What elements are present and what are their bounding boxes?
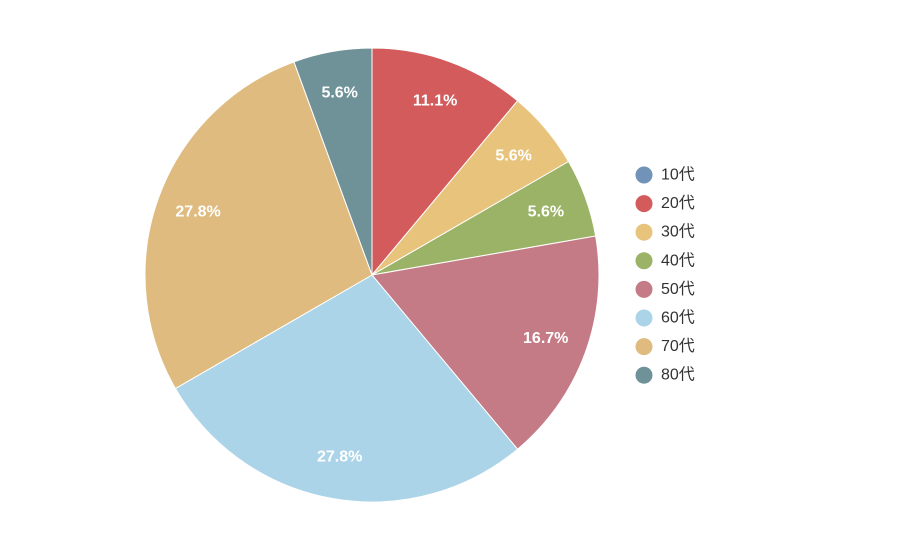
slice-label-60: 27.8% xyxy=(317,449,362,466)
legend-label-10: 10代 xyxy=(661,166,695,184)
legend-label-70: 70代 xyxy=(661,337,695,355)
legend-label-80: 80代 xyxy=(661,366,695,384)
legend: 10代 20代 30代 40代 50代 60代 70代 80代 xyxy=(635,166,695,384)
slice-labels: 11.1% 5.6% 5.6% 16.7% 27.8% 27.8% 5.6% xyxy=(175,84,568,465)
legend-item-70[interactable]: 70代 xyxy=(635,337,695,356)
legend-item-60[interactable]: 60代 xyxy=(635,309,695,327)
pie-slice-60[interactable] xyxy=(174,274,519,503)
slice-label-50: 16.7% xyxy=(523,330,568,347)
legend-label-50: 50代 xyxy=(661,280,695,298)
slice-label-70: 27.8% xyxy=(175,203,220,220)
pie-slice-20[interactable] xyxy=(371,47,519,277)
pie-slice-70[interactable] xyxy=(144,61,373,390)
legend-swatch-40 xyxy=(635,252,653,270)
slice-label-80: 5.6% xyxy=(321,84,357,101)
legend-label-20: 20代 xyxy=(661,194,695,212)
legend-item-10[interactable]: 10代 xyxy=(635,166,695,184)
pie-slices xyxy=(144,47,600,503)
slice-label-40: 5.6% xyxy=(528,203,564,220)
legend-item-40[interactable]: 40代 xyxy=(635,251,695,270)
legend-swatch-80 xyxy=(635,366,653,384)
legend-swatch-20 xyxy=(635,195,653,213)
legend-swatch-50 xyxy=(635,280,653,298)
legend-label-60: 60代 xyxy=(661,309,695,327)
slice-label-30: 5.6% xyxy=(495,147,531,164)
legend-item-30[interactable]: 30代 xyxy=(635,223,695,241)
pie-slice-80[interactable] xyxy=(293,47,373,276)
legend-item-50[interactable]: 50代 xyxy=(635,280,695,298)
legend-swatch-10 xyxy=(635,166,653,184)
legend-swatch-60 xyxy=(635,309,653,327)
pie-slice-50[interactable] xyxy=(371,235,600,450)
slice-label-20: 11.1% xyxy=(413,93,457,110)
legend-item-80[interactable]: 80代 xyxy=(635,366,695,384)
legend-swatch-30 xyxy=(635,223,653,241)
legend-label-40: 40代 xyxy=(661,251,695,269)
legend-item-20[interactable]: 20代 xyxy=(635,194,695,213)
legend-label-30: 30代 xyxy=(661,223,695,241)
legend-swatch-70 xyxy=(635,338,653,356)
